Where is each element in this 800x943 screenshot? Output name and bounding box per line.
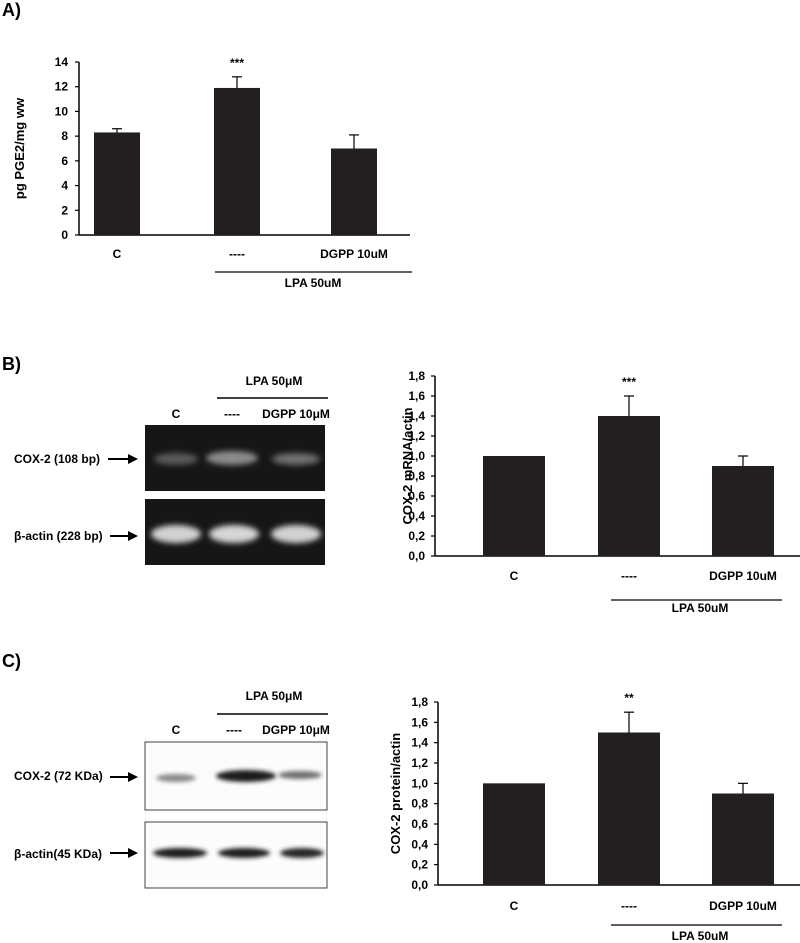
chart-b-category-label: ----: [621, 569, 637, 583]
chart-b-y-tick-label: 1,8: [408, 369, 425, 383]
blot-c-actin-label: β-actin(45 KDa): [14, 847, 102, 861]
chart-c-category-label: C: [510, 899, 519, 913]
chart-c-y-axis-label: COX-2 protein/actin: [388, 733, 403, 854]
chart-b-y-tick-label: 1,2: [408, 429, 425, 443]
blot-c-group-label: LPA 50μM: [246, 689, 303, 703]
chart-b-y-tick-label: 0,8: [408, 469, 425, 483]
chart-b-y-tick-label: 1,4: [408, 409, 425, 423]
gel-b-actin-band-dgpp: [271, 525, 321, 543]
chart-a-y-tick-label: 2: [61, 203, 68, 217]
blot-c-actin-band-dgpp: [280, 848, 324, 858]
gel-b-group-label: LPA 50μM: [246, 374, 303, 388]
blot-c-cox2-arrowhead: [128, 772, 138, 782]
gel-b-cox2-label: COX-2 (108 bp): [14, 452, 100, 466]
blot-c-cox2-band-lpa: [216, 770, 276, 782]
blot-c-actin-band-lpa: [218, 848, 270, 858]
chart-c-bar: [598, 732, 660, 885]
blot-c-lane-c: C: [172, 723, 181, 737]
blot-c: LPA 50μM C ---- DGPP 10μM COX-2 (72 KDa)…: [14, 689, 330, 889]
chart-c-category-label: DGPP 10uM: [709, 899, 777, 913]
gel-b-cox2-band-lpa: [206, 451, 258, 465]
chart-a-y-tick-label: 6: [61, 154, 68, 168]
chart-a-group-label: LPA 50uM: [285, 276, 342, 290]
chart-c-bar: [712, 793, 774, 885]
chart-b: 0,0 0,2 0,4 0,6 0,8 1,0 1,2 1,4 1,6 1,8 COX-2 mRNA…: [400, 369, 800, 615]
chart-b-y-tick-label: 0,0: [408, 549, 425, 563]
chart-b-y-tick-label: 1,6: [408, 389, 425, 403]
panel-a-label: A): [2, 0, 21, 20]
blot-c-actin-arrowhead: [128, 848, 138, 858]
blot-c-actin-band-c: [153, 848, 207, 858]
panel-c-label: C): [2, 651, 21, 671]
blot-c-cox2-band-c: [156, 774, 196, 782]
chart-c-significance-label: **: [624, 691, 634, 705]
chart-a-y-tick-label: 8: [61, 129, 68, 143]
chart-c-y-tick-label: 1,6: [411, 715, 428, 729]
chart-c-y-tick-label: 0,0: [411, 878, 428, 892]
chart-a-bar: [331, 148, 377, 235]
gel-b-lane-c: C: [172, 407, 181, 421]
chart-a-category-label: C: [113, 247, 122, 261]
gel-b-actin-band-lpa: [209, 525, 259, 543]
chart-a-y-tick-label: 14: [55, 55, 69, 69]
chart-c-y-tick-label: 0,6: [411, 817, 428, 831]
chart-b-y-tick-label: 1,0: [408, 449, 425, 463]
chart-a-bar: [214, 87, 260, 235]
chart-c-y-tick-label: 0,2: [411, 858, 428, 872]
chart-b-bar: [712, 466, 774, 556]
chart-c-group-label: LPA 50uM: [672, 929, 729, 943]
blot-c-lane-lpa: ----: [226, 723, 242, 737]
chart-b-y-tick-label: 0,4: [408, 509, 425, 523]
chart-a-category-label: DGPP 10uM: [320, 247, 388, 261]
chart-b-bar: [598, 416, 660, 556]
chart-a-y-axis-label: pg PGE2/mg ww: [12, 97, 27, 199]
chart-c-y-tick-label: 0,4: [411, 837, 428, 851]
chart-b-category-label: C: [510, 569, 519, 583]
gel-b-actin-label: β-actin (228 bp): [14, 529, 103, 543]
chart-a-y-tick-label: 0: [61, 228, 68, 242]
blot-c-lane-dgpp: DGPP 10μM: [262, 723, 330, 737]
chart-b-significance-label: ***: [622, 375, 636, 389]
gel-b-lane-dgpp: DGPP 10μM: [262, 407, 330, 421]
blot-c-cox2-label: COX-2 (72 KDa): [14, 769, 103, 783]
chart-b-y-axis-label: COX-2 mRNA/actin: [400, 407, 415, 524]
chart-c-y-tick-label: 1,2: [411, 756, 428, 770]
chart-a-y-tick-label: 10: [55, 104, 69, 118]
chart-c-category-label: ----: [621, 899, 637, 913]
chart-c-y-tick-label: 1,8: [411, 695, 428, 709]
chart-b-group-label: LPA 50uM: [672, 601, 729, 615]
gel-b-cox2-arrowhead: [128, 454, 138, 464]
chart-a-y-tick-label: 12: [55, 80, 69, 94]
gel-b-lane-lpa: ----: [224, 407, 240, 421]
chart-c-y-tick-label: 1,0: [411, 776, 428, 790]
gel-b-cox2-band-c: [154, 453, 198, 465]
panel-b-label: B): [2, 354, 21, 374]
gel-b-actin-band-c: [151, 525, 201, 543]
chart-a: 0 2 4 6 8 10 12 14 pg PGE2/mg ww C *** ---- DGPP 10u…: [12, 55, 412, 290]
chart-c-bar: [483, 783, 545, 885]
chart-a-bar: [94, 132, 140, 235]
chart-a-significance-label: ***: [230, 56, 244, 70]
chart-c: 0,0 0,2 0,4 0,6 0,8 1,0 1,2 1,4 1,6 1,8 COX-2 prot…: [388, 691, 800, 943]
chart-a-category-label: ----: [229, 247, 245, 261]
chart-a-y-tick-label: 4: [61, 179, 68, 193]
gel-b-actin-arrowhead: [128, 531, 138, 541]
chart-b-y-tick-label: 0,2: [408, 529, 425, 543]
blot-c-cox2-band-dgpp: [278, 771, 322, 779]
gel-b: LPA 50μM C ---- DGPP 10μM COX-2 (108 bp)…: [14, 374, 330, 565]
chart-b-category-label: DGPP 10uM: [709, 569, 777, 583]
chart-b-y-tick-label: 0,6: [408, 489, 425, 503]
chart-c-y-tick-label: 1,4: [411, 736, 428, 750]
gel-b-cox2-band-dgpp: [272, 453, 320, 465]
chart-b-bar: [483, 456, 545, 556]
chart-c-y-tick-label: 0,8: [411, 797, 428, 811]
